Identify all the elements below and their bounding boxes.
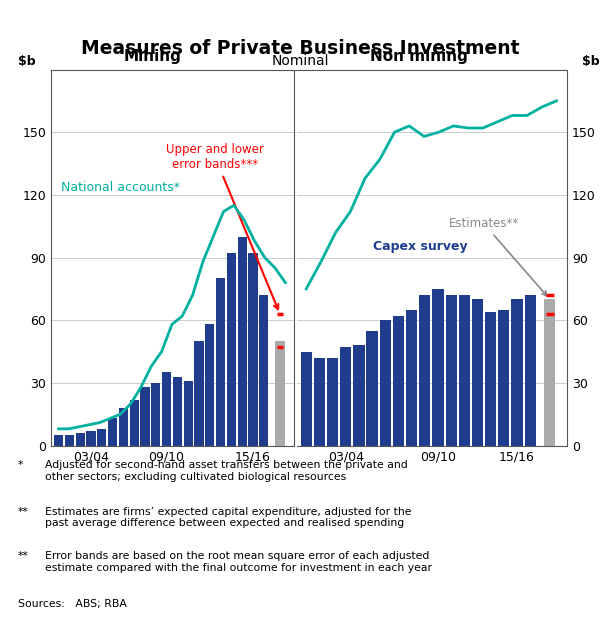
Bar [445,295,457,446]
Text: **: ** [18,507,29,517]
Bar [205,324,214,446]
Bar [544,300,556,446]
Bar [173,377,182,446]
Bar [498,310,509,446]
Text: Non mining: Non mining [370,49,467,64]
Bar [393,316,404,446]
Bar [314,358,325,446]
Bar [485,312,496,446]
Bar [275,341,284,446]
Bar [54,435,63,446]
Bar [130,399,139,446]
Bar [511,300,523,446]
Bar [216,279,225,446]
Bar [259,295,268,446]
Text: Capex survey: Capex survey [373,240,467,253]
Bar [97,429,106,446]
Bar [76,433,85,446]
Bar [227,253,236,446]
Bar [353,345,365,446]
Bar [419,295,430,446]
Bar [524,295,536,446]
Text: Adjusted for second-hand asset transfers between the private and
other sectors; : Adjusted for second-hand asset transfers… [45,460,408,482]
Bar [248,253,257,446]
Bar [367,331,377,446]
Text: Sources:   ABS; RBA: Sources: ABS; RBA [18,599,127,609]
Bar [108,418,117,446]
Bar [119,408,128,446]
Bar [194,341,203,446]
Text: **: ** [18,551,29,561]
Text: Error bands are based on the root mean square error of each adjusted
estimate co: Error bands are based on the root mean s… [45,551,432,573]
Bar [86,431,95,446]
Bar [380,320,391,446]
Bar [406,310,417,446]
Text: Upper and lower
error bands***: Upper and lower error bands*** [166,143,278,309]
Bar [340,348,352,446]
Text: $b: $b [18,54,36,68]
Bar [327,358,338,446]
Text: *: * [18,460,23,470]
Text: Estimates**: Estimates** [449,217,547,296]
Bar [140,387,149,446]
Bar [151,383,160,446]
Text: $b: $b [582,54,599,68]
Bar [238,236,247,446]
Text: Measures of Private Business Investment: Measures of Private Business Investment [81,39,519,58]
Bar [433,289,443,446]
Bar [472,300,483,446]
Bar [65,435,74,446]
Text: Nominal: Nominal [271,54,329,68]
Bar [458,295,470,446]
Bar [162,372,171,446]
Text: Mining: Mining [124,49,182,64]
Bar [184,381,193,446]
Text: Estimates are firms’ expected capital expenditure, adjusted for the
past average: Estimates are firms’ expected capital ex… [45,507,412,528]
Bar [301,351,312,446]
Text: National accounts*: National accounts* [61,181,180,195]
